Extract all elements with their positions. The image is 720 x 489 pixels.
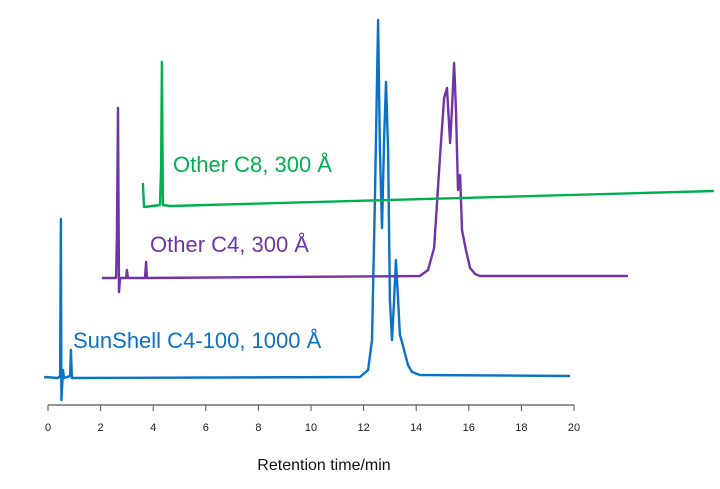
x-tick-label: 8	[255, 422, 261, 434]
x-tick-label: 2	[98, 422, 104, 434]
x-tick-label: 4	[150, 422, 156, 434]
label-sunshell-c4: SunShell C4-100, 1000 Å	[73, 328, 322, 353]
x-tick-label: 12	[357, 422, 369, 434]
x-ticks: 0 2 4 6 8 10 12 14 16 18 20	[45, 405, 580, 434]
x-tick-label: 20	[568, 422, 580, 434]
label-other-c4: Other C4, 300 Å	[150, 232, 309, 257]
trace-other-c8	[141, 60, 714, 209]
trace-sunshell-c4	[44, 18, 571, 402]
x-tick-label: 0	[45, 422, 51, 434]
trace-other-c4	[101, 61, 628, 294]
label-other-c8: Other C8, 300 Å	[173, 152, 332, 177]
x-tick-label: 16	[463, 422, 475, 434]
x-axis-title: Retention time/min	[257, 457, 390, 474]
x-tick-label: 6	[203, 422, 209, 434]
x-tick-label: 10	[305, 422, 317, 434]
x-tick-label: 14	[410, 422, 422, 434]
traces	[44, 18, 714, 402]
x-tick-label: 18	[515, 422, 527, 434]
